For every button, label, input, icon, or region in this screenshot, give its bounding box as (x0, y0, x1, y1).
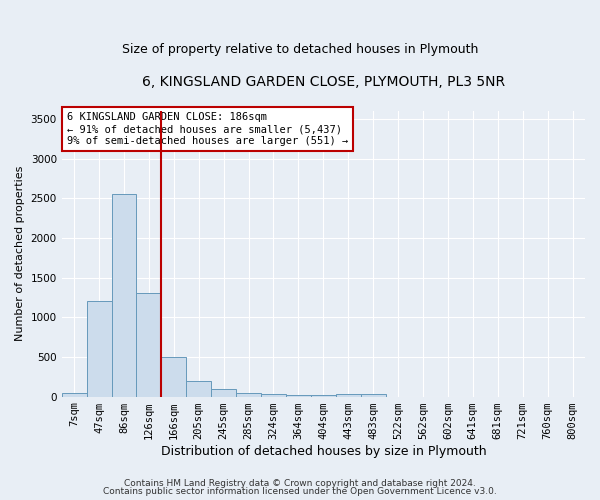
Title: 6, KINGSLAND GARDEN CLOSE, PLYMOUTH, PL3 5NR: 6, KINGSLAND GARDEN CLOSE, PLYMOUTH, PL3… (142, 75, 505, 89)
Bar (186, 380, 211, 396)
Bar (236, 394, 261, 396)
Bar (136, 294, 161, 397)
Text: Contains public sector information licensed under the Open Government Licence v3: Contains public sector information licen… (103, 487, 497, 496)
Y-axis label: Number of detached properties: Number of detached properties (15, 166, 25, 342)
Text: 6 KINGSLAND GARDEN CLOSE: 186sqm
← 91% of detached houses are smaller (5,437)
9%: 6 KINGSLAND GARDEN CLOSE: 186sqm ← 91% o… (67, 112, 348, 146)
Bar (286, 394, 311, 396)
Text: Contains HM Land Registry data © Crown copyright and database right 2024.: Contains HM Land Registry data © Crown c… (124, 478, 476, 488)
Bar (261, 394, 286, 396)
Bar (211, 388, 236, 396)
Bar (361, 394, 386, 396)
Text: Size of property relative to detached houses in Plymouth: Size of property relative to detached ho… (122, 42, 478, 56)
Bar (86, 302, 112, 396)
Bar (112, 194, 136, 396)
X-axis label: Distribution of detached houses by size in Plymouth: Distribution of detached houses by size … (161, 444, 486, 458)
Bar (62, 392, 86, 396)
Bar (311, 395, 336, 396)
Bar (161, 357, 186, 397)
Bar (336, 394, 361, 396)
